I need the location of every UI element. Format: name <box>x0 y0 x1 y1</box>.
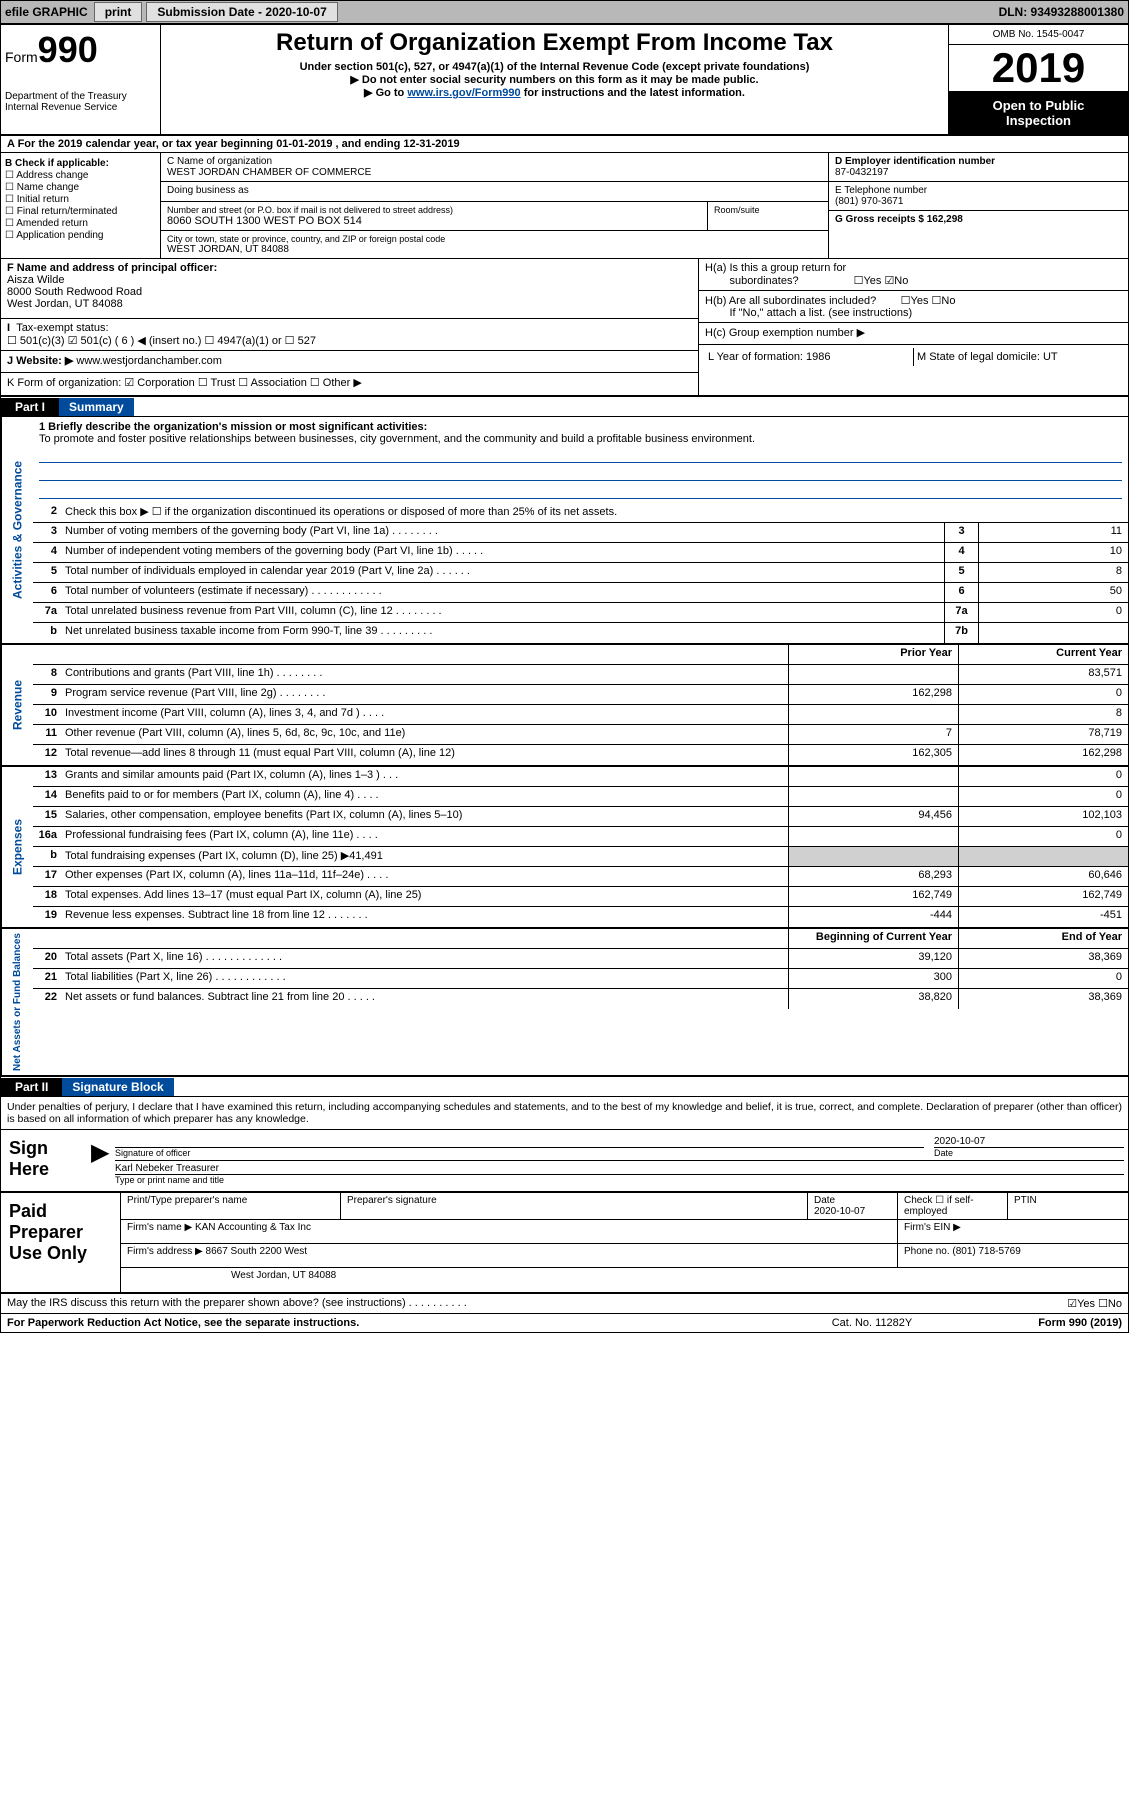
summary-row: 15Salaries, other compensation, employee… <box>33 807 1128 827</box>
section-expenses: Expenses 13Grants and similar amounts pa… <box>1 767 1128 929</box>
mission-text: To promote and foster positive relations… <box>39 433 755 445</box>
fjk-right: H(a) Is this a group return for subordin… <box>698 259 1128 395</box>
firm-name: KAN Accounting & Tax Inc <box>195 1222 311 1233</box>
irs-label: Internal Revenue Service <box>5 102 156 113</box>
officer-name: Aisza Wilde <box>7 274 64 286</box>
irs-form990-link[interactable]: www.irs.gov/Form990 <box>407 87 520 99</box>
ein: 87-0432197 <box>835 167 888 178</box>
sig-date: 2020-10-07 <box>934 1136 1124 1147</box>
summary-row: 2Check this box ▶ ☐ if the organization … <box>33 503 1128 523</box>
firm-phone: Phone no. (801) 718-5769 <box>898 1244 1128 1267</box>
discuss-row: May the IRS discuss this return with the… <box>1 1294 1128 1314</box>
row-a-tax-year: A For the 2019 calendar year, or tax yea… <box>1 136 1128 153</box>
section-net-assets: Net Assets or Fund Balances Beginning of… <box>1 929 1128 1077</box>
summary-row: 12Total revenue—add lines 8 through 11 (… <box>33 745 1128 765</box>
summary-row: 8Contributions and grants (Part VIII, li… <box>33 665 1128 685</box>
dept-label: Department of the Treasury <box>5 91 156 102</box>
form-of-org: K Form of organization: ☑ Corporation ☐ … <box>1 373 698 395</box>
summary-row: 18Total expenses. Add lines 13–17 (must … <box>33 887 1128 907</box>
dln-label: DLN: 93493288001380 <box>995 5 1128 19</box>
mission-box: 1 Briefly describe the organization's mi… <box>33 417 1128 503</box>
summary-row: 17Other expenses (Part IX, column (A), l… <box>33 867 1128 887</box>
summary-row: 22Net assets or fund balances. Subtract … <box>33 989 1128 1009</box>
org-city: WEST JORDAN, UT 84088 <box>167 244 822 255</box>
summary-row: 19Revenue less expenses. Subtract line 1… <box>33 907 1128 927</box>
org-address: 8060 SOUTH 1300 WEST PO BOX 514 <box>167 215 701 227</box>
footer-row: For Paperwork Reduction Act Notice, see … <box>1 1314 1128 1332</box>
summary-row: 3Number of voting members of the governi… <box>33 523 1128 543</box>
summary-row: 20Total assets (Part X, line 16) . . . .… <box>33 949 1128 969</box>
omb-number: OMB No. 1545-0047 <box>949 25 1128 45</box>
summary-row: 11Other revenue (Part VIII, column (A), … <box>33 725 1128 745</box>
summary-row: bTotal fundraising expenses (Part IX, co… <box>33 847 1128 867</box>
form-header: Form990 Department of the Treasury Inter… <box>1 25 1128 136</box>
vtab-netassets: Net Assets or Fund Balances <box>1 929 33 1075</box>
summary-row: 9Program service revenue (Part VIII, lin… <box>33 685 1128 705</box>
perjury-declaration: Under penalties of perjury, I declare th… <box>1 1097 1128 1129</box>
summary-row: 21Total liabilities (Part X, line 26) . … <box>33 969 1128 989</box>
vtab-expenses: Expenses <box>1 767 33 927</box>
section-fhjk: F Name and address of principal officer:… <box>1 259 1128 397</box>
paid-preparer-label: Paid Preparer Use Only <box>1 1193 121 1292</box>
summary-row: 13Grants and similar amounts paid (Part … <box>33 767 1128 787</box>
vtab-activities: Activities & Governance <box>1 417 33 643</box>
phone: (801) 970-3671 <box>835 196 1122 207</box>
print-button[interactable]: print <box>94 2 143 22</box>
open-to-public: Open to Public Inspection <box>949 92 1128 134</box>
summary-row: 10Investment income (Part VIII, column (… <box>33 705 1128 725</box>
submission-date-label: Submission Date - 2020-10-07 <box>146 2 337 22</box>
fjk-left: F Name and address of principal officer:… <box>1 259 698 395</box>
gov-lines: 2Check this box ▶ ☐ if the organization … <box>33 503 1128 643</box>
section-activities-governance: Activities & Governance 1 Briefly descri… <box>1 417 1128 645</box>
header-mid: Return of Organization Exempt From Incom… <box>161 25 948 134</box>
signature-block: Under penalties of perjury, I declare th… <box>1 1097 1128 1193</box>
header-right: OMB No. 1545-0047 2019 Open to Public In… <box>948 25 1128 134</box>
form-title: Return of Organization Exempt From Incom… <box>165 29 944 57</box>
efile-label: efile GRAPHIC <box>1 5 92 19</box>
tax-exempt-status: ☐ 501(c)(3) ☑ 501(c) ( 6 ) ◀ (insert no.… <box>7 335 316 347</box>
part2-header: Part II Signature Block <box>1 1077 1128 1097</box>
section-bcd: B Check if applicable: ☐ Address change … <box>1 153 1128 259</box>
part1-header: Part I Summary <box>1 397 1128 417</box>
summary-row: bNet unrelated business taxable income f… <box>33 623 1128 643</box>
col-de: D Employer identification number 87-0432… <box>828 153 1128 258</box>
form-990: Form990 Department of the Treasury Inter… <box>0 24 1129 1333</box>
summary-row: 7aTotal unrelated business revenue from … <box>33 603 1128 623</box>
summary-row: 6Total number of volunteers (estimate if… <box>33 583 1128 603</box>
org-name: WEST JORDAN CHAMBER OF COMMERCE <box>167 167 822 178</box>
officer-name-title: Karl Nebeker Treasurer <box>115 1163 1124 1174</box>
firm-address: 8667 South 2200 West <box>206 1246 308 1257</box>
website: www.westjordanchamber.com <box>76 355 222 367</box>
gross-receipts: G Gross receipts $ 162,298 <box>835 214 963 225</box>
tax-year: 2019 <box>949 45 1128 92</box>
summary-row: 16aProfessional fundraising fees (Part I… <box>33 827 1128 847</box>
col-c-org-info: C Name of organization WEST JORDAN CHAMB… <box>161 153 828 258</box>
summary-row: 4Number of independent voting members of… <box>33 543 1128 563</box>
summary-row: 14Benefits paid to or for members (Part … <box>33 787 1128 807</box>
year-formation: L Year of formation: 1986 <box>705 348 914 366</box>
col-b-checkboxes: B Check if applicable: ☐ Address change … <box>1 153 161 258</box>
vtab-revenue: Revenue <box>1 645 33 765</box>
paid-preparer-block: Paid Preparer Use Only Print/Type prepar… <box>1 1193 1128 1294</box>
state-domicile: M State of legal domicile: UT <box>914 348 1122 366</box>
summary-row: 5Total number of individuals employed in… <box>33 563 1128 583</box>
header-left: Form990 Department of the Treasury Inter… <box>1 25 161 134</box>
sign-here-label: Sign Here <box>1 1130 91 1191</box>
section-revenue: Revenue Prior Year Current Year 8Contrib… <box>1 645 1128 767</box>
top-toolbar: efile GRAPHIC print Submission Date - 20… <box>0 0 1129 24</box>
